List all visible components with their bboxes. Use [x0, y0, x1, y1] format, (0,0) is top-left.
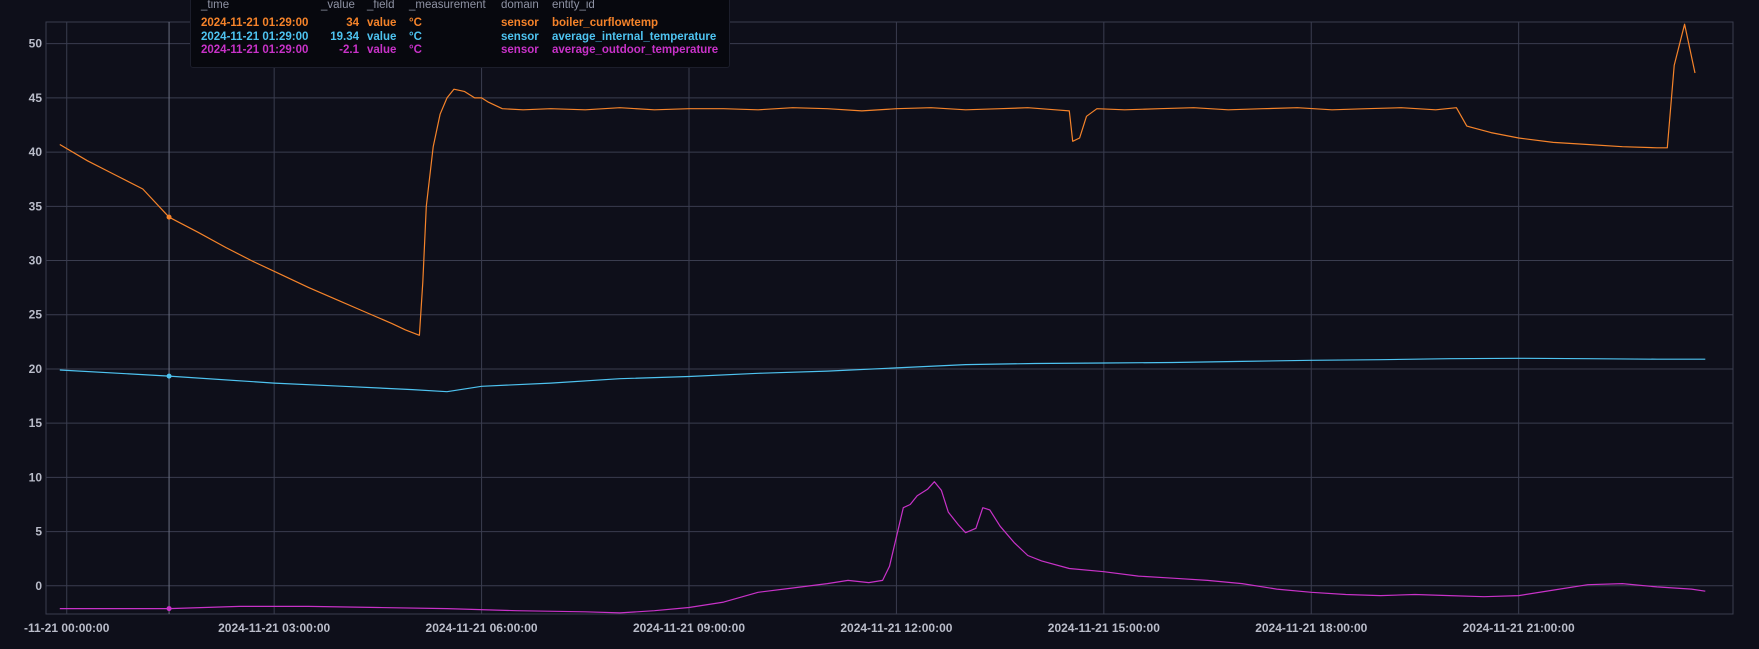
x-tick-label: 2024-11-21 06:00:00 — [426, 621, 538, 635]
tooltip-field: value — [367, 44, 397, 56]
tooltip-entity-id: boiler_curflowtemp — [552, 17, 659, 29]
hover-point-average_internal_temperature — [166, 373, 172, 379]
y-tick-label: 15 — [29, 416, 43, 430]
y-tick-label: 5 — [35, 525, 42, 539]
x-tick-label: 2024-11-21 15:00:00 — [1048, 621, 1160, 635]
y-tick-label: 10 — [29, 470, 43, 484]
y-tick-label: 0 — [35, 579, 42, 593]
tooltip-domain: sensor — [501, 44, 539, 56]
tooltip-value: 19.34 — [330, 30, 359, 43]
hover-point-average_outdoor_temperature — [166, 606, 172, 612]
hover-point-boiler_curflowtemp — [166, 214, 172, 220]
plot-border — [45, 21, 1734, 615]
y-tick-label: 25 — [29, 308, 43, 322]
tooltip-value: -2.1 — [339, 44, 359, 56]
y-tick-label: 45 — [29, 91, 43, 105]
tooltip-measurement: °C — [409, 17, 422, 29]
tooltip-domain: sensor — [501, 30, 539, 43]
tooltip-value: 34 — [346, 17, 359, 29]
tooltip-measurement: °C — [409, 44, 422, 56]
tooltip-header-measurement: _measurement — [409, 0, 486, 11]
tooltip-time: 2024-11-21 01:29:00 — [201, 44, 309, 56]
tooltip-field: value — [367, 30, 397, 43]
y-tick-label: 40 — [29, 145, 43, 159]
x-tick-label: 2024-11-21 12:00:00 — [840, 621, 952, 635]
x-tick-label: -11-21 00:00:00 — [24, 621, 110, 635]
x-tick-label: 2024-11-21 18:00:00 — [1255, 621, 1367, 635]
tooltip-time: 2024-11-21 01:29:00 — [201, 30, 309, 43]
tooltip-measurement: °C — [409, 30, 422, 43]
tooltip-header-time: _time — [201, 0, 230, 11]
tooltip-entity-id: average_internal_temperature — [552, 30, 717, 43]
hover-tooltip: _time _value _field _measurement domain … — [190, 0, 730, 68]
tooltip-header-value: _value — [321, 0, 355, 11]
tooltip-header-entity-id: entity_id — [552, 0, 595, 11]
series-line-average_outdoor_temperature[interactable] — [59, 481, 1706, 614]
tooltip-header-field: _field — [367, 0, 395, 11]
series-line-average_internal_temperature[interactable] — [59, 357, 1706, 393]
x-tick-label: 2024-11-21 09:00:00 — [633, 621, 745, 635]
x-tick-label: 2024-11-21 21:00:00 — [1463, 621, 1575, 635]
tooltip-time: 2024-11-21 01:29:00 — [201, 17, 309, 29]
y-tick-label: 50 — [29, 37, 43, 51]
y-tick-label: 35 — [29, 199, 43, 213]
tooltip-entity-id: average_outdoor_temperature — [552, 44, 719, 56]
tooltip-field: value — [367, 17, 397, 29]
y-tick-label: 20 — [29, 362, 43, 376]
tooltip-header-domain: domain — [501, 0, 539, 11]
x-tick-label: 2024-11-21 03:00:00 — [218, 621, 330, 635]
series-line-boiler_curflowtemp[interactable] — [59, 23, 1696, 336]
tooltip-domain: sensor — [501, 17, 539, 29]
y-tick-label: 30 — [29, 254, 43, 268]
